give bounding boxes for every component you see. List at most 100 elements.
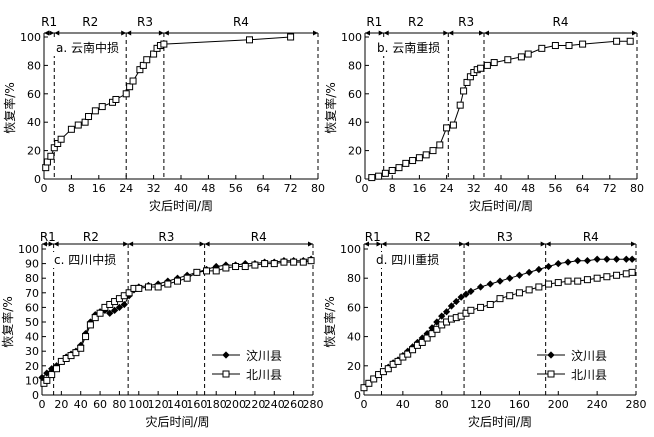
data-point	[551, 42, 559, 50]
data-point	[447, 302, 456, 310]
phase-arrow-head-left	[484, 30, 489, 36]
y-tick-label: 80	[25, 272, 39, 285]
y-tick-label: 100	[341, 31, 362, 44]
x-axis-label: 灾后时间/周	[149, 198, 213, 213]
x-tick-label: 240	[264, 398, 285, 411]
data-point	[246, 36, 253, 44]
x-tick-label: 20	[54, 398, 68, 411]
legend-label: 汶川县	[571, 348, 607, 363]
data-point	[232, 263, 240, 271]
phase-label: R2	[83, 230, 99, 244]
data-point	[515, 271, 524, 279]
data-point	[222, 264, 230, 272]
x-tick-label: 200	[225, 398, 246, 411]
x-tick-label: 16	[412, 182, 426, 195]
y-tick-label: 10	[25, 374, 39, 387]
data-point	[545, 280, 553, 288]
y-tick-label: 90	[25, 258, 39, 271]
data-point	[86, 321, 94, 329]
phase-label: R3	[158, 230, 174, 244]
x-tick-label: 0	[39, 398, 46, 411]
chart-title: c. 四川中损	[54, 252, 116, 267]
x-tick-label: 32	[147, 182, 161, 195]
y-tick-label: 20	[347, 360, 361, 373]
legend-marker	[222, 370, 230, 378]
data-point	[122, 90, 130, 98]
y-tick-label: 20	[27, 145, 41, 158]
data-point	[106, 309, 114, 317]
data-point	[583, 276, 591, 284]
x-tick-label: 32	[467, 182, 481, 195]
data-point	[241, 263, 249, 271]
x-tick-label: 120	[148, 398, 169, 411]
legend-label: 北川县	[571, 368, 607, 382]
data-point	[538, 44, 546, 52]
data-point	[67, 125, 75, 133]
phase-arrow-head-right	[313, 30, 318, 36]
y-axis-label: 恢复率/%	[0, 296, 15, 347]
chart-title: a. 云南中损	[56, 40, 119, 55]
title-background	[53, 40, 125, 56]
x-tick-label: 100	[128, 398, 149, 411]
data-point	[47, 152, 55, 160]
data-point	[280, 258, 288, 266]
phase-label: R4	[583, 230, 599, 244]
y-axis-label: 恢复率/%	[322, 296, 337, 347]
data-point	[603, 255, 611, 263]
phase-arrow-head-left	[364, 241, 369, 247]
y-tick-label: 80	[27, 59, 41, 72]
phase-label: R1	[366, 15, 382, 29]
data-point	[504, 56, 512, 64]
phase-arrow-head-left	[128, 241, 134, 247]
y-tick-label: 50	[25, 316, 39, 329]
data-point	[564, 258, 572, 266]
phase-label: R2	[408, 15, 424, 29]
x-tick-label: 24	[119, 182, 133, 195]
data-point	[544, 262, 553, 271]
phase-arrow-head-left	[365, 30, 370, 36]
x-tick-label: 72	[284, 182, 298, 195]
title-background	[51, 252, 123, 268]
x-tick-label: 140	[167, 398, 188, 411]
x-tick-label: 8	[389, 182, 396, 195]
x-tick-label: 64	[256, 182, 270, 195]
data-point	[409, 346, 417, 354]
x-tick-label: 48	[201, 182, 215, 195]
data-point	[72, 349, 80, 357]
data-point	[394, 357, 402, 365]
phase-arrow-head-left	[204, 241, 210, 247]
phase-arrow-head-left	[44, 30, 49, 36]
data-point	[613, 37, 621, 45]
x-tick-label: 0	[41, 182, 48, 195]
data-point	[460, 87, 468, 95]
data-point	[554, 279, 562, 287]
data-point	[112, 95, 120, 103]
data-point	[85, 113, 93, 121]
data-point	[525, 268, 533, 276]
x-tick-label: 240	[587, 398, 608, 411]
legend-marker	[547, 351, 555, 359]
data-point	[174, 277, 181, 285]
y-tick-label: 60	[348, 88, 362, 101]
data-point	[77, 344, 85, 352]
data-point	[496, 277, 504, 285]
data-point	[395, 164, 403, 172]
x-tick-label: 16	[92, 182, 106, 195]
data-point	[261, 260, 269, 268]
data-point	[622, 255, 630, 263]
data-point	[154, 283, 162, 291]
data-point	[524, 50, 532, 58]
x-tick-label: 24	[440, 182, 454, 195]
phase-label: R4	[233, 15, 249, 29]
series-line-1	[45, 36, 291, 168]
data-point	[125, 289, 133, 297]
data-point	[438, 312, 446, 320]
phase-label: R3	[458, 15, 474, 29]
data-point	[160, 40, 168, 48]
data-point	[360, 384, 368, 392]
data-point	[307, 257, 315, 265]
phase-label: R1	[40, 230, 56, 244]
y-tick-label: 100	[20, 31, 41, 44]
